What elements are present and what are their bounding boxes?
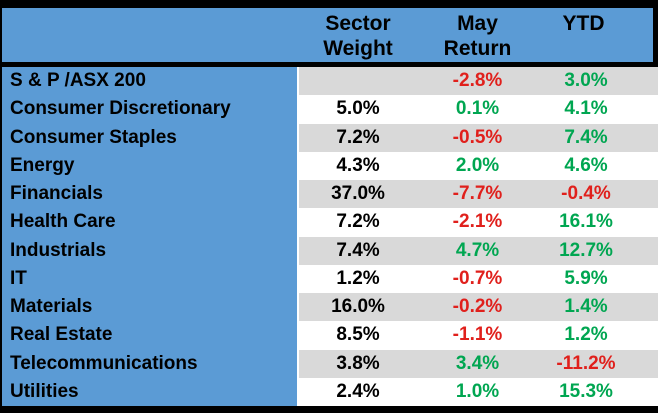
sector-label: Consumer Staples — [2, 123, 297, 152]
table-row: Utilities 2.4% 1.0% 15.3% — [2, 377, 658, 406]
ytd-cell: 5.9% — [564, 267, 608, 289]
may-return-cell: -0.5% — [452, 126, 503, 148]
may-return-cell: 0.1% — [455, 98, 500, 120]
table-row: Industrials 7.4% 4.7% 12.7% — [2, 236, 658, 265]
table-row: Consumer Discretionary 5.0% 0.1% 4.1% — [2, 95, 658, 124]
weight-cell: 4.3% — [336, 154, 380, 176]
row-values: 3.8% 3.4% -11.2% — [297, 349, 658, 378]
may-return-cell: 2.0% — [455, 154, 500, 176]
may-return-cell: -7.7% — [452, 183, 503, 205]
weight-cell — [299, 67, 431, 95]
ytd-cell: 1.4% — [564, 296, 608, 318]
ytd-cell: 4.6% — [564, 154, 608, 176]
weight-cell: 7.4% — [336, 239, 380, 261]
ytd-cell: -0.4% — [561, 183, 611, 205]
weight-cell: 37.0% — [331, 183, 385, 205]
header-may-return: May Return — [431, 8, 536, 61]
sector-label: Consumer Discretionary — [2, 95, 297, 124]
sector-label: IT — [2, 264, 297, 293]
header-sector-weight: Sector Weight — [299, 8, 431, 61]
header-ytd: YTD — [536, 8, 653, 36]
row-values: 7.4% 4.7% 12.7% — [297, 236, 658, 265]
ytd-cell: 7.4% — [564, 126, 608, 148]
row-values: 37.0% -7.7% -0.4% — [297, 180, 658, 209]
weight-cell: 3.8% — [336, 352, 380, 374]
table-row: Real Estate 8.5% -1.1% 1.2% — [2, 321, 658, 350]
weight-cell: 7.2% — [336, 126, 380, 148]
header-sector-weight-label: Sector Weight — [323, 12, 393, 60]
sector-label: Energy — [2, 151, 297, 180]
row-values: 8.5% -1.1% 1.2% — [297, 321, 658, 350]
weight-cell: 5.0% — [336, 98, 380, 120]
table-header: Sector Weight May Return YTD — [2, 8, 658, 67]
may-return-cell: 1.0% — [455, 380, 500, 402]
may-return-cell: -0.2% — [452, 296, 503, 318]
row-values: -2.8% 3.0% — [297, 67, 658, 96]
row-values: 7.2% -2.1% 16.1% — [297, 208, 658, 237]
header-ytd-label: YTD — [562, 12, 605, 35]
table-row: Materials 16.0% -0.2% 1.4% — [2, 293, 658, 322]
table-row: Consumer Staples 7.2% -0.5% 7.4% — [2, 123, 658, 152]
may-return-cell: 3.4% — [455, 352, 500, 374]
row-values: 5.0% 0.1% 4.1% — [297, 95, 658, 124]
sector-label: S & P /ASX 200 — [2, 67, 297, 96]
ytd-cell: 4.1% — [564, 98, 608, 120]
weight-cell: 8.5% — [336, 324, 380, 346]
sector-label: Financials — [2, 180, 297, 209]
sector-label: Materials — [2, 293, 297, 322]
ytd-cell: 1.2% — [564, 324, 608, 346]
table-row: S & P /ASX 200 -2.8% 3.0% — [2, 67, 658, 96]
sector-label: Telecommunications — [2, 349, 297, 378]
row-values: 7.2% -0.5% 7.4% — [297, 123, 658, 152]
sector-label: Health Care — [2, 208, 297, 237]
may-return-cell: 4.7% — [455, 239, 500, 261]
row-values: 2.4% 1.0% 15.3% — [297, 377, 658, 406]
table-row: Energy 4.3% 2.0% 4.6% — [2, 151, 658, 180]
sector-label: Industrials — [2, 236, 297, 265]
row-values: 16.0% -0.2% 1.4% — [297, 293, 658, 322]
table-row: Telecommunications 3.8% 3.4% -11.2% — [2, 349, 658, 378]
ytd-cell: 15.3% — [559, 380, 613, 402]
sector-label: Real Estate — [2, 321, 297, 350]
weight-cell: 7.2% — [336, 211, 380, 233]
table-row: IT 1.2% -0.7% 5.9% — [2, 264, 658, 293]
ytd-cell: 12.7% — [559, 239, 613, 261]
table-body: S & P /ASX 200 -2.8% 3.0% Consumer Discr… — [2, 67, 658, 406]
weight-cell: 2.4% — [336, 380, 380, 402]
weight-cell: 1.2% — [336, 267, 380, 289]
sector-label: Utilities — [2, 377, 297, 406]
ytd-cell: -11.2% — [556, 352, 616, 374]
may-return-cell: -2.8% — [452, 70, 503, 92]
table-row: Financials 37.0% -7.7% -0.4% — [2, 180, 658, 209]
ytd-cell: 3.0% — [564, 70, 608, 92]
header-may-return-label: May Return — [443, 12, 512, 60]
may-return-cell: -0.7% — [452, 267, 503, 289]
row-values: 4.3% 2.0% 4.6% — [297, 151, 658, 180]
weight-cell: 16.0% — [331, 296, 385, 318]
row-values: 1.2% -0.7% 5.9% — [297, 264, 658, 293]
may-return-cell: -2.1% — [452, 211, 503, 233]
may-return-cell: -1.1% — [452, 324, 503, 346]
ytd-cell: 16.1% — [559, 211, 613, 233]
table-row: Health Care 7.2% -2.1% 16.1% — [2, 208, 658, 237]
